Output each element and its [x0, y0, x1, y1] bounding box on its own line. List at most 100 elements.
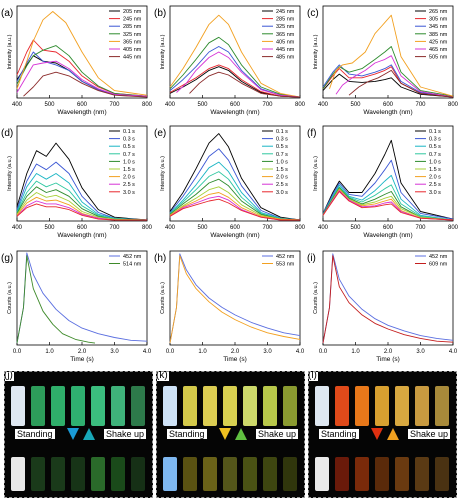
legend-label: 405 nm	[276, 39, 295, 45]
series-line	[169, 198, 300, 221]
legend-label: 205 nm	[123, 9, 142, 15]
legend-label: 3.0 s	[123, 190, 135, 196]
vial	[111, 457, 125, 491]
series-line	[169, 14, 301, 98]
vial	[223, 457, 237, 491]
legend-label: 2.0 s	[123, 175, 135, 181]
x-tick-label: 500	[350, 102, 361, 108]
series-line	[169, 178, 301, 221]
x-axis-label: Wavelength (nm)	[57, 232, 106, 239]
series-line	[16, 39, 148, 97]
vial	[183, 457, 197, 491]
chart-svg-a: 400 500 600 700 800 Wavelength (nm) Intensity …	[1, 5, 153, 116]
vial	[111, 386, 125, 426]
vial-row-shaken	[313, 443, 452, 491]
legend-label: 0.3 s	[123, 137, 135, 143]
chart-panel-d: 400 500 600 700 800 Wavelength (nm) Intensity …	[0, 120, 153, 243]
legend-label: 285 nm	[123, 24, 142, 30]
x-axis-label: Wavelength (nm)	[57, 109, 106, 116]
chart-svg-g: 0.0 1.0 2.0 3.0 4.0 Time (s) Counts (a.u.) 452 …	[1, 250, 152, 363]
series-line	[322, 188, 454, 221]
chart-panel-i: 0.0 1.0 2.0 3.0 4.0 Time (s) Counts (a.u.) 452 …	[306, 245, 459, 367]
series-line	[169, 161, 301, 221]
standing-label: Standing	[167, 429, 207, 439]
vial	[51, 457, 65, 491]
y-axis-label: Intensity (a.u.)	[160, 156, 166, 191]
series-line	[322, 255, 454, 344]
legend-label: 1.0 s	[276, 159, 288, 165]
vial	[203, 457, 217, 491]
legend-label: 345 nm	[429, 24, 448, 30]
x-tick-label: 800	[295, 225, 306, 231]
x-tick-label: 500	[44, 102, 55, 108]
series-line	[16, 173, 148, 221]
x-tick-label: 4.0	[449, 349, 458, 355]
photo-panel-k: Standing Shake up (k)	[156, 371, 305, 498]
vial	[355, 386, 369, 426]
legend-label: 1.0 s	[123, 159, 135, 165]
vial	[335, 386, 349, 426]
x-tick-label: 700	[415, 102, 426, 108]
x-tick-label: 400	[318, 102, 329, 108]
vial	[131, 457, 145, 491]
vial-row-shaken	[161, 443, 300, 491]
vial	[163, 386, 177, 426]
chart-panel-g: 0.0 1.0 2.0 3.0 4.0 Time (s) Counts (a.u.) 452 …	[0, 245, 153, 367]
y-axis-label: Counts (a.u.)	[7, 282, 13, 314]
legend-label: 325 nm	[123, 32, 142, 38]
series-line	[322, 159, 454, 220]
x-tick-label: 500	[350, 225, 361, 231]
legend-label: 245 nm	[276, 9, 295, 15]
x-tick-label: 0.0	[166, 349, 175, 355]
series-line	[16, 142, 148, 221]
panel-label: (d)	[1, 128, 13, 139]
photo-caption-bar: Standing Shake up	[309, 428, 456, 443]
vial	[263, 457, 277, 491]
legend-label: 0.5 s	[276, 144, 288, 150]
vial	[223, 386, 237, 426]
chart-panel-e: 400 500 600 700 800 Wavelength (nm) Intensity …	[153, 120, 306, 243]
arrow-down-icon	[219, 428, 231, 440]
legend-label: 1.0 s	[429, 159, 441, 165]
y-axis-label: Intensity (a.u.)	[7, 34, 13, 69]
chart-panel-b: 400 500 600 700 800 Wavelength (nm) Intensity …	[153, 0, 306, 120]
vial	[395, 386, 409, 426]
legend-label: 485 nm	[276, 55, 295, 61]
x-tick-label: 2.0	[384, 349, 393, 355]
vial	[91, 457, 105, 491]
series-line	[189, 71, 301, 98]
series-line	[329, 14, 454, 97]
legend-label: 0.7 s	[123, 152, 135, 158]
photo-caption-bar: Standing Shake up	[5, 428, 152, 443]
series-line	[348, 69, 454, 98]
vial	[31, 457, 45, 491]
x-axis-label: Wavelength (nm)	[363, 109, 412, 116]
x-axis-label: Wavelength (nm)	[210, 109, 259, 116]
legend-label: 365 nm	[123, 39, 142, 45]
vial	[415, 386, 429, 426]
standing-label: Standing	[319, 429, 359, 439]
vial	[131, 386, 145, 426]
vial	[91, 386, 105, 426]
chart-svg-i: 0.0 1.0 2.0 3.0 4.0 Time (s) Counts (a.u.) 452 …	[307, 250, 458, 363]
x-tick-label: 600	[230, 102, 241, 108]
x-tick-label: 3.0	[416, 349, 425, 355]
chart-panel-c: 400 500 600 700 800 Wavelength (nm) Intensity …	[306, 0, 459, 120]
legend-label: 553 nm	[276, 262, 295, 268]
legend-label: 609 nm	[429, 262, 448, 268]
vial	[375, 386, 389, 426]
legend-label: 0.1 s	[276, 129, 288, 135]
chart-panel-f: 400 500 600 700 800 Wavelength (nm) Intensity …	[306, 120, 459, 243]
vial-row-standing	[9, 378, 148, 426]
vial	[355, 457, 369, 491]
vial	[243, 457, 257, 491]
series-line	[169, 195, 300, 221]
series-line	[16, 45, 148, 97]
legend-label: 0.5 s	[429, 144, 441, 150]
vial	[415, 457, 429, 491]
legend-label: 0.7 s	[276, 152, 288, 158]
x-tick-label: 400	[165, 225, 176, 231]
series-line	[322, 174, 454, 221]
legend-label: 0.7 s	[429, 152, 441, 158]
panel-label: (h)	[154, 253, 166, 264]
